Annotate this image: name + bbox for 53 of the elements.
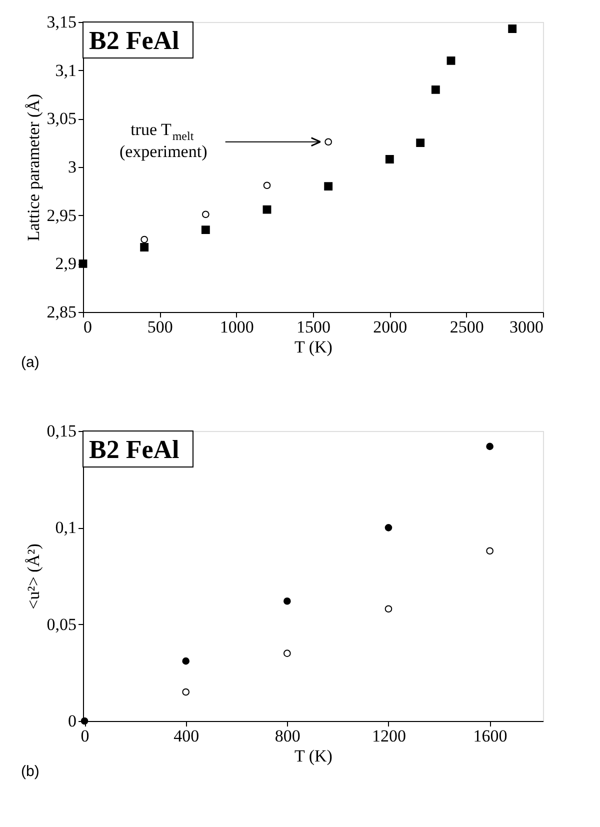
- x-tick-label: 2000: [373, 318, 408, 336]
- point: [324, 138, 332, 146]
- point: [416, 138, 425, 148]
- x-tick-label: 1600: [473, 726, 508, 746]
- point: [385, 155, 394, 164]
- point: [140, 236, 148, 244]
- point: [182, 688, 190, 696]
- y-tick-label: 2,9: [55, 254, 76, 274]
- chart-title: B2 FeAl: [89, 26, 180, 55]
- y-tick-label: 3,05: [46, 109, 76, 128]
- x-tick-label: 3000: [510, 318, 544, 336]
- y-tick-label: 0,1: [55, 518, 76, 538]
- point: [262, 205, 272, 214]
- point: [182, 657, 190, 665]
- y-tick-label: 3: [68, 158, 76, 176]
- point: [446, 56, 456, 65]
- point: [486, 442, 494, 450]
- y-tick-label: 0,05: [46, 614, 76, 634]
- text: (a): [21, 354, 40, 371]
- y-axis-title: Lattice parameter (Å): [24, 94, 43, 242]
- x-axis-title: T (K): [294, 338, 332, 356]
- point: [263, 182, 271, 190]
- point: [140, 243, 149, 252]
- chart-title: B2 FeAl: [89, 435, 180, 464]
- x-tick-label: 1000: [220, 318, 254, 336]
- text: (b): [21, 763, 40, 780]
- point: [78, 259, 88, 268]
- x-tick-label: 0: [80, 726, 90, 746]
- point: [324, 182, 333, 191]
- y-tick-label: 3,1: [55, 60, 76, 80]
- x-tick-label: 1200: [372, 726, 406, 746]
- y-tick-label: 0,15: [46, 422, 76, 440]
- point: [384, 524, 392, 532]
- point: [201, 226, 210, 234]
- y-tick-label: 2,85: [46, 302, 76, 322]
- x-tick-label: 800: [274, 726, 300, 746]
- point: [202, 210, 210, 218]
- point: [284, 597, 291, 605]
- point: [431, 85, 440, 94]
- y-tick-label: 2,95: [46, 206, 76, 225]
- y-tick-label: 3,15: [46, 12, 76, 32]
- y-axis-title: <u²> (Å²): [24, 544, 43, 610]
- x-tick-label: 2500: [450, 318, 484, 336]
- point: [284, 650, 291, 657]
- x-tick-label: 1500: [296, 318, 330, 336]
- point: [508, 24, 517, 33]
- point: [384, 605, 392, 613]
- y-tick-label: 0: [68, 712, 76, 730]
- x-tick-label: 500: [147, 318, 173, 336]
- x-tick-label: 400: [174, 726, 200, 746]
- x-tick-label: 0: [84, 318, 92, 336]
- x-axis-title: T (K): [294, 746, 332, 766]
- point: [486, 547, 494, 555]
